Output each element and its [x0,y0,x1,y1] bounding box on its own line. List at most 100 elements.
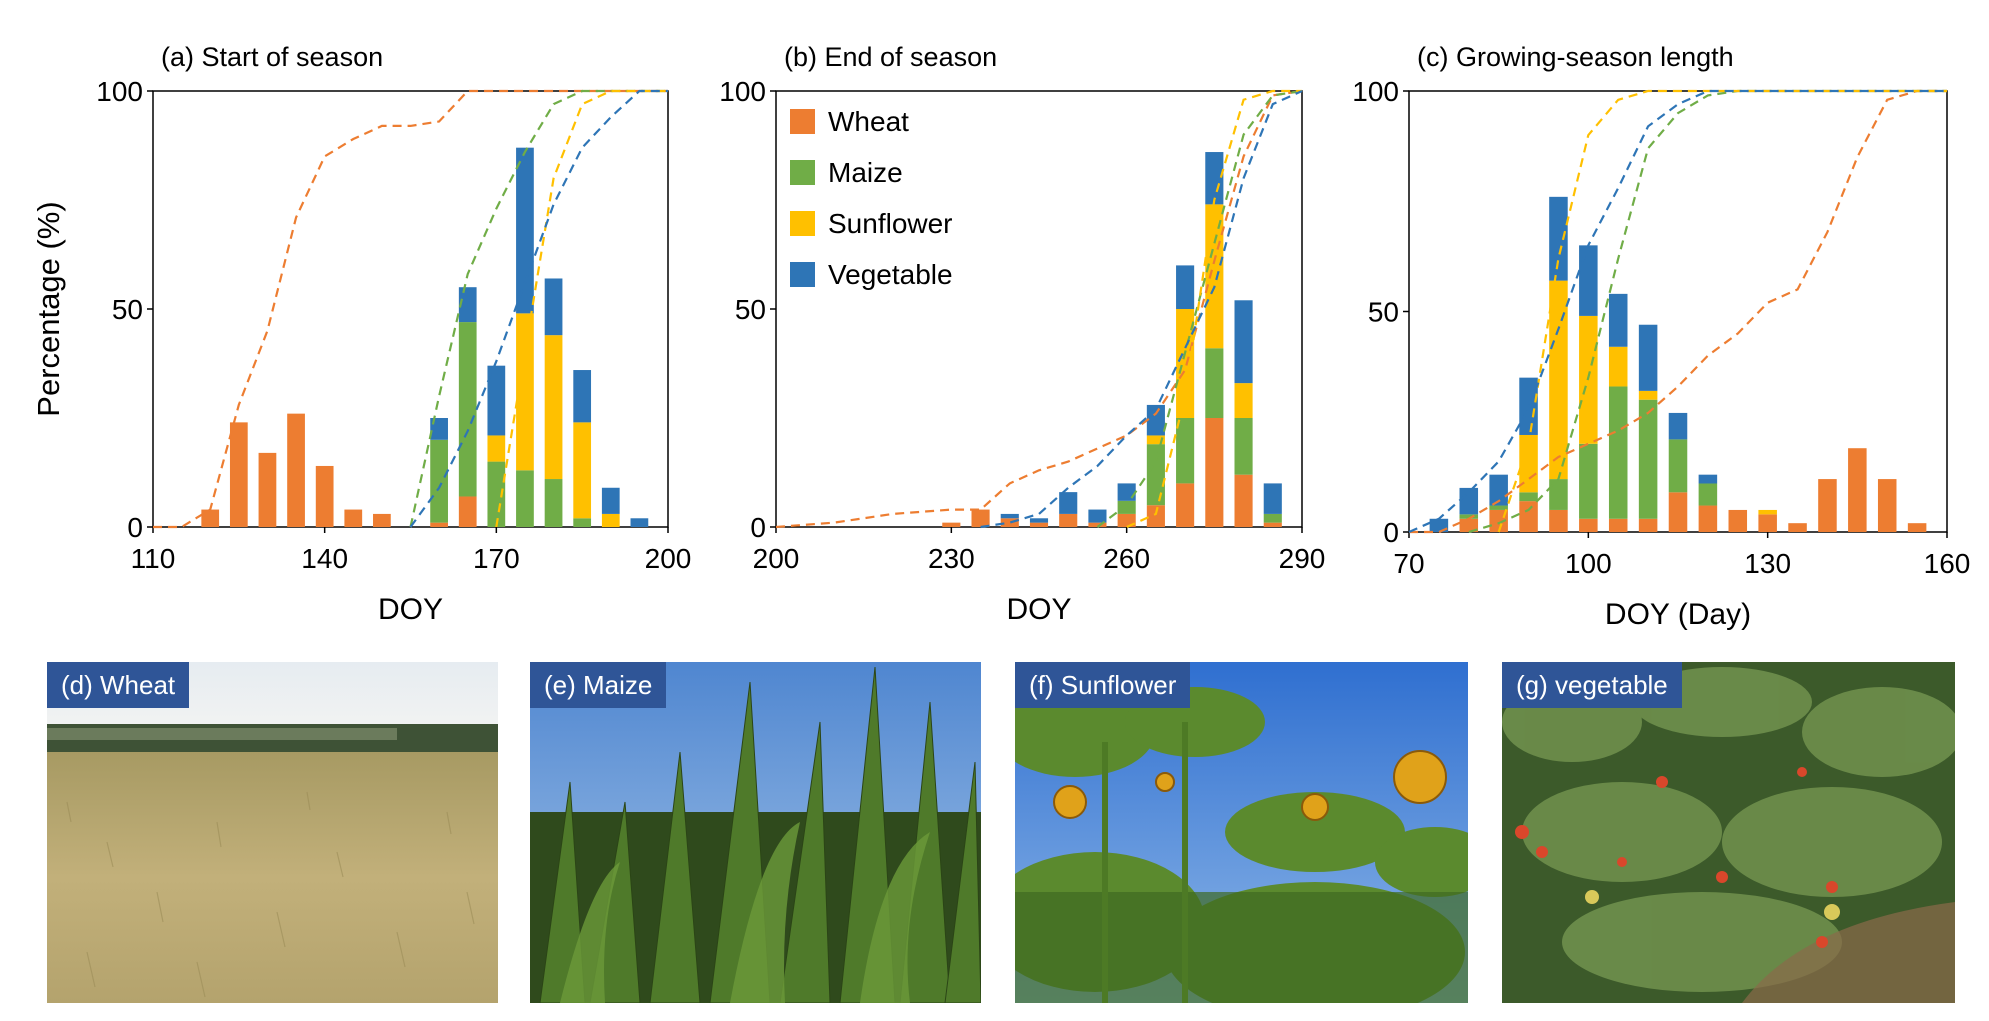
bar-vegetable-270 [1176,265,1195,309]
cumulative-line-vegetable [409,89,668,528]
bar-wheat-90 [1519,501,1538,532]
y-tick-label: 50 [1368,297,1399,328]
bar-sunflower-95 [1549,280,1568,480]
bar-maize-110 [1638,399,1658,519]
x-axis-label: DOY [1006,593,1071,626]
bar-maize-105 [1608,386,1628,519]
photo-wheat: (d) Wheat [47,662,498,1003]
bar-wheat-130 [258,452,277,527]
maize-field-image [530,662,981,1003]
y-tick-label: 50 [112,294,143,325]
legend-label-wheat: Wheat [828,106,909,137]
x-tick-label: 140 [301,543,348,574]
x-tick-label: 130 [1744,548,1791,579]
y-axis-label: Percentage (%) [31,201,66,416]
bar-vegetable-275 [1205,152,1224,205]
bar-maize-95 [1549,479,1568,510]
legend-label-sunflower: Sunflower [828,208,953,239]
bar-maize-185 [573,518,592,527]
x-axis-label: DOY (Day) [1605,598,1751,631]
bar-wheat-230 [942,522,961,527]
bar-maize-100 [1579,443,1598,519]
cumulative-line-wheat [153,89,668,529]
legend-label-maize: Maize [828,157,903,188]
bar-wheat-265 [1146,505,1165,527]
bar-wheat-240 [1000,518,1019,527]
bar-maize-90 [1519,492,1538,502]
bar-vegetable-255 [1088,509,1107,523]
bar-wheat-135 [1788,523,1807,532]
wheat-field-image [47,662,498,1003]
bar-sunflower-190 [601,513,620,527]
bar-vegetable-190 [601,487,620,514]
bar-wheat-110 [1638,518,1658,532]
x-tick-label: 230 [928,543,975,574]
photo-label-maize: (e) Maize [530,662,667,708]
legend-swatch-maize [790,160,815,185]
photo-sunflower: (f) Sunflower [1015,662,1468,1003]
bar-sunflower-170 [487,435,506,462]
bar-sunflower-275 [1205,204,1224,349]
bar-maize-115 [1668,439,1688,493]
bar-maize-180 [544,479,563,527]
bar-sunflower-280 [1234,383,1253,418]
bar-wheat-140 [1818,479,1837,532]
cumulative-line-sunflower [1497,89,1947,533]
chart-panel-2: (b) End of season 0 50 100 200 230 260 290 DOY [719,42,1325,626]
bar-maize-285 [1263,513,1282,523]
bar-wheat-245 [1029,522,1049,527]
y-tick-label: 100 [719,76,766,107]
y-tick-label: 50 [735,294,766,325]
bar-vegetable-280 [1234,300,1253,384]
photo-vegetable: (g) vegetable [1502,662,1955,1003]
bar-sunflower-105 [1608,346,1628,387]
bar-wheat-235 [971,509,990,527]
bar-vegetable-85 [1489,474,1508,506]
chart-panel-3: (c) Growing-season length 0 50 100 70 100 130 1… [1352,42,1970,631]
bar-wheat-120 [201,509,220,527]
x-tick-label: 110 [131,543,176,574]
bar-wheat-115 [1668,492,1688,532]
bar-sunflower-180 [544,335,563,480]
bar-vegetable-195 [630,518,649,527]
bar-wheat-285 [1263,522,1282,527]
chart-figure: (a) Start of season 0 50 100 110 140 170 200 DOY… [31,42,1970,631]
photo-label-vegetable: (g) vegetable [1502,662,1682,708]
bar-maize-120 [1698,483,1718,506]
bar-wheat-125 [229,422,248,527]
bar-wheat-130 [1758,514,1777,532]
vegetable-field-image [1502,662,1955,1003]
bar-vegetable-115 [1668,412,1688,440]
y-tick-label: 100 [1352,76,1399,107]
cumulative-line-vegetable [1408,89,1947,534]
bar-vegetable-285 [1263,483,1282,514]
bar-wheat-95 [1549,509,1568,532]
bar-wheat-135 [287,413,305,527]
bar-maize-275 [1205,348,1224,418]
bar-vegetable-250 [1059,492,1078,514]
photo-label-sunflower: (f) Sunflower [1015,662,1191,708]
bar-sunflower-265 [1146,435,1165,445]
bar-sunflower-175 [516,313,534,471]
bar-maize-175 [516,470,534,527]
bar-vegetable-105 [1608,293,1628,347]
bar-wheat-120 [1698,505,1718,532]
chart-panel-1: (a) Start of season 0 50 100 110 140 170 200 DOY [96,42,691,626]
y-tick-label: 0 [127,512,143,543]
x-axis-label: DOY [378,593,443,626]
bar-maize-260 [1117,500,1136,514]
chart-title: (a) Start of season [161,42,383,72]
bar-vegetable-245 [1029,518,1049,523]
legend-swatch-vegetable [790,262,815,287]
x-tick-label: 170 [473,543,520,574]
bar-vegetable-110 [1638,324,1658,391]
bar-wheat-150 [373,513,391,527]
bar-maize-85 [1489,505,1508,510]
photo-label-wheat: (d) Wheat [47,662,190,708]
bar-maize-80 [1459,514,1479,519]
bar-vegetable-260 [1117,483,1136,501]
bar-wheat-275 [1205,418,1224,527]
bar-maize-165 [458,322,477,497]
cumulative-line-wheat [775,89,1303,529]
sunflower-field-image [1015,662,1468,1003]
